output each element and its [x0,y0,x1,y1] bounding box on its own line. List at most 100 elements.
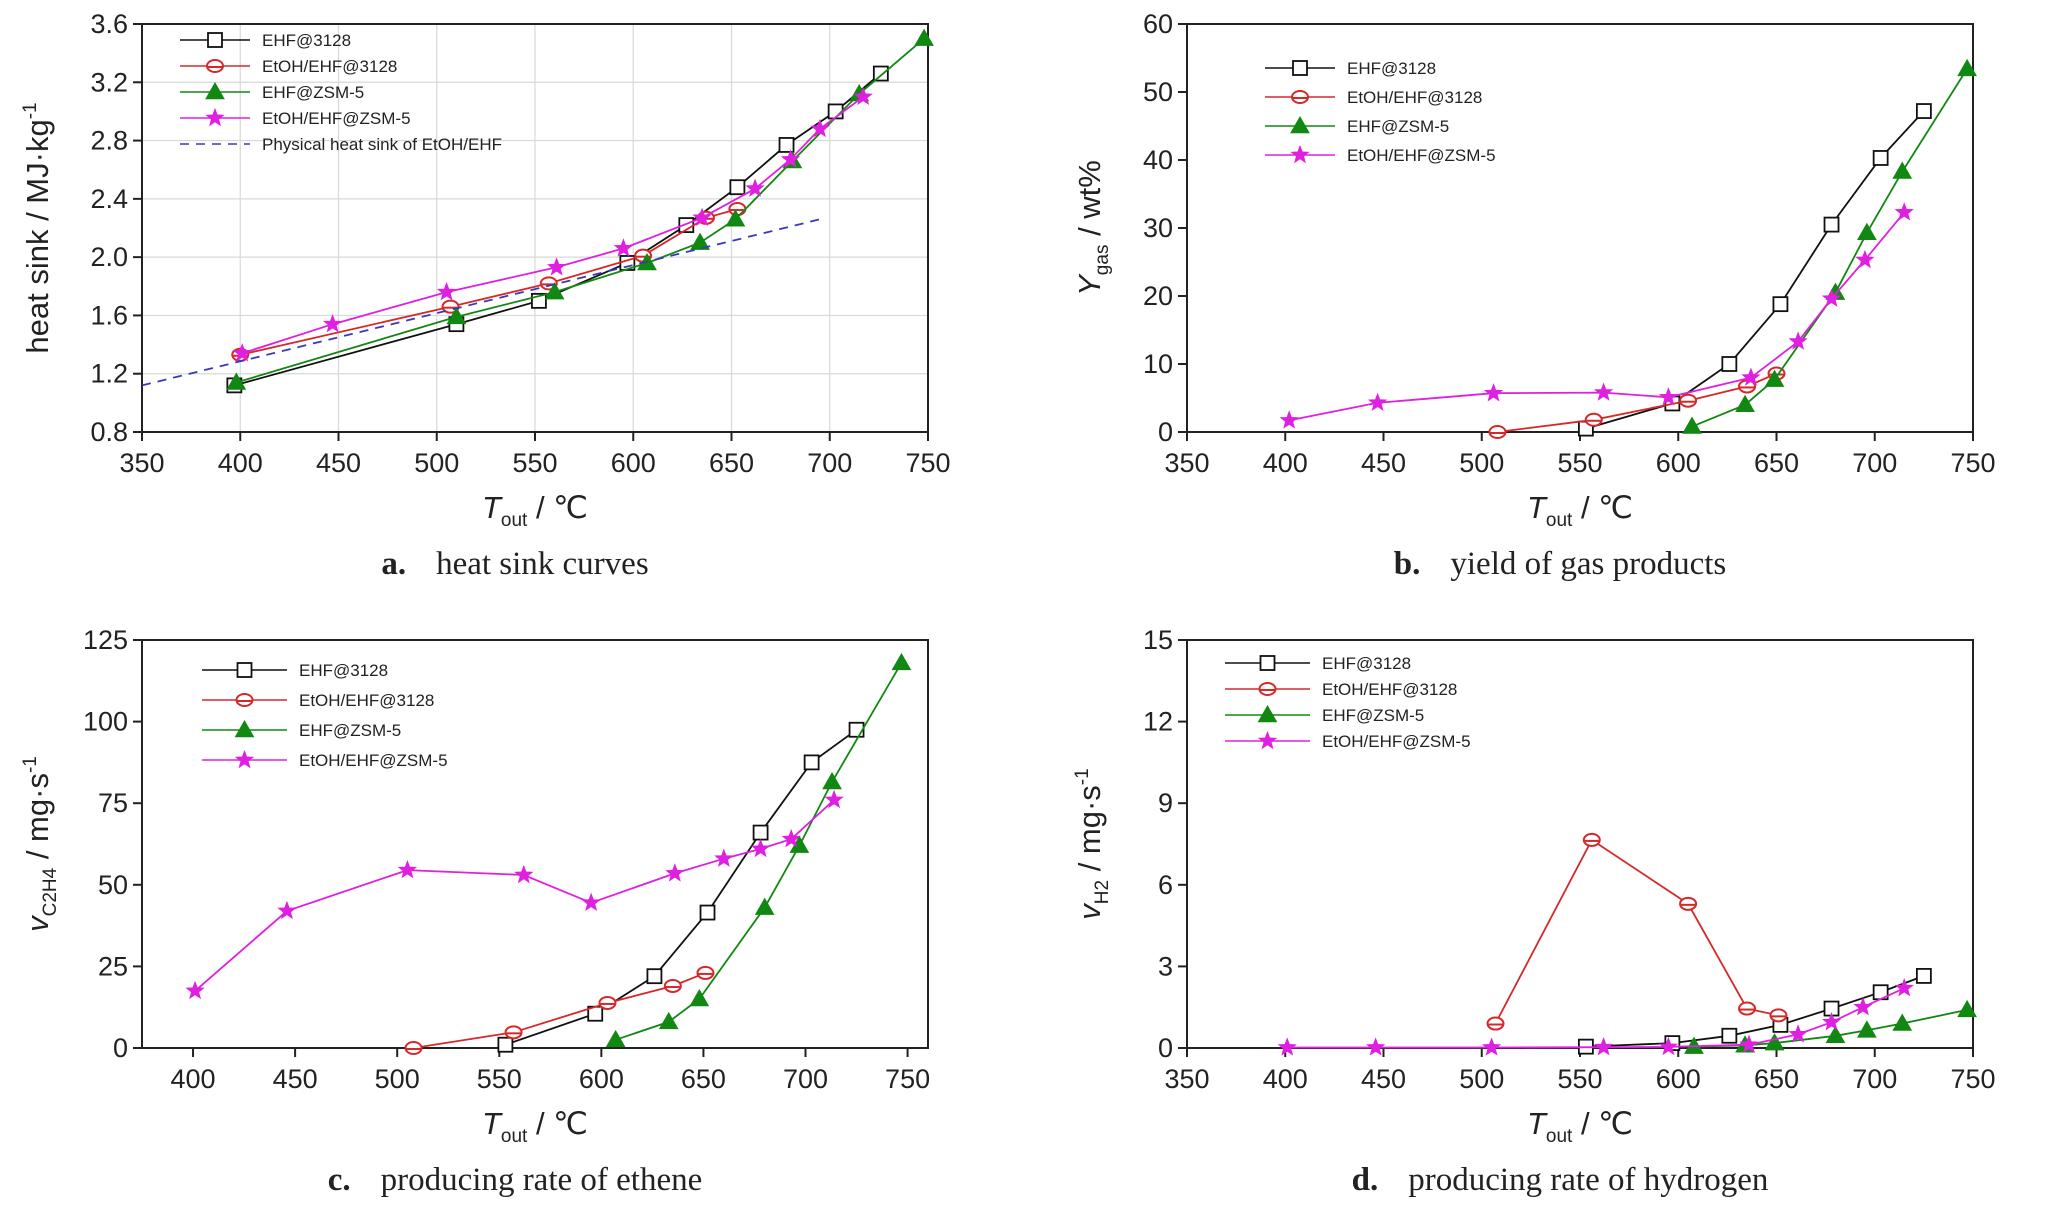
data-point-triangle [1735,394,1755,413]
legend-marker-triangle [1257,704,1278,723]
legend-label: EHF@3128 [1322,654,1411,673]
legend-entry: EtOH/EHF@3128 [180,57,397,76]
legend-label: EtOH/EHF@3128 [262,57,397,76]
x-tick-label: 450 [273,1064,318,1094]
legend-marker-star [234,749,255,769]
x-tick-label: 450 [1361,1064,1406,1094]
legend-entry: EHF@3128 [180,31,351,50]
data-point-star [750,838,771,858]
data-point-star [1894,202,1914,221]
x-tick-label: 400 [171,1064,216,1094]
data-point-square [752,824,769,841]
legend-label: EHF@3128 [299,661,388,680]
x-tick-label: 550 [512,448,557,478]
data-point-triangle [914,28,934,46]
legend-marker-square [207,32,223,48]
data-point-star [581,892,601,911]
data-point-star [232,343,252,362]
x-tick-label: 750 [905,448,950,478]
data-point-star [1855,249,1875,269]
y-tick-label: 20 [1143,281,1173,311]
data-point-triangle [1892,161,1913,179]
y-tick-label: 3.2 [90,67,128,97]
data-point-star [1853,997,1873,1016]
x-axis-label: Tout / ℃ [1527,490,1633,531]
data-point-star [810,118,830,138]
data-point-triangle [1957,58,1977,77]
legend-marker-triangle [234,719,255,738]
data-point-square [803,754,820,771]
data-point-star [1739,1034,1759,1053]
data-point-star [1279,410,1299,429]
x-tick-label: 700 [1852,448,1897,478]
data-point-triangle [1857,222,1877,241]
x-tick-label: 700 [1852,1064,1897,1094]
chart-d: 350 400 450 500 550 600 650 700 750 0 3 6 9 12 15 Tout … [1072,625,1996,1198]
x-tick-label: 600 [579,1064,624,1094]
x-tick-label: 550 [477,1064,522,1094]
legend-label: EtOH/EHF@3128 [299,691,434,710]
data-point-star [1593,1037,1614,1056]
legend-label: EtOH/EHF@3128 [1322,680,1457,699]
data-point-star [397,859,418,879]
data-point-star [781,828,801,848]
legend-entry: EtOH/EHF@ZSM-5 [1225,730,1471,751]
series-line [1289,211,1905,422]
x-tick-label: 550 [1557,1064,1602,1094]
x-tick-label: 650 [1754,1064,1799,1094]
data-point-star [514,864,534,884]
series-etoh-ehf-3128 [1486,832,1788,1031]
x-tick-label: 650 [681,1064,726,1094]
data-point-star [1741,367,1761,386]
y-tick-label: 50 [1143,77,1173,107]
series-line [413,972,706,1049]
y-axis-label: vC2H4 / mg·s-1 [20,756,61,932]
data-point-square [1872,150,1889,166]
legend-label: Physical heat sink of EtOH/EHF [262,135,502,154]
y-tick-label: 12 [1143,707,1173,737]
series-etoh-ehf-zsm-5 [232,86,873,362]
legend-entry: EHF@ZSM-5 [180,81,364,102]
legend-entry: EHF@ZSM-5 [1225,704,1424,725]
legend-entry: EHF@3128 [1265,59,1436,78]
legend-label: EtOH/EHF@ZSM-5 [1322,732,1471,751]
chart-a: 350 400 450 500 550 600 650 700 750 0.8 1.2 1.6 2.0 2… [20,9,951,582]
series-etoh-ehf-3128 [404,965,715,1055]
x-tick-label: 350 [119,448,164,478]
y-tick-label: 60 [1143,9,1173,39]
legend-label: EHF@3128 [1347,59,1436,78]
x-tick-label: 350 [1164,448,1209,478]
x-tick-label: 500 [414,448,459,478]
data-point-triangle [891,652,912,671]
legend-label: EtOH/EHF@ZSM-5 [299,751,448,770]
x-axis-label: Tout / ℃ [482,490,588,531]
chart-caption: c. producing rate of ethene [328,1162,703,1198]
x-tick-label: 650 [709,448,754,478]
legend-entry: EHF@ZSM-5 [1265,115,1449,136]
x-axis-label: Tout / ℃ [482,1106,588,1147]
y-tick-label: 2.8 [90,126,128,156]
x-tick-label: 750 [885,1064,930,1094]
series-line [241,96,864,355]
data-point-triangle [658,1011,679,1030]
series-line [1494,838,1779,1024]
y-axis-label: heat sink / MJ·kg-1 [20,102,55,353]
data-point-star [1821,288,1842,307]
legend-marker-triangle [205,81,225,100]
x-tick-label: 750 [1950,448,1995,478]
data-point-star [692,207,712,226]
x-tick-label: 450 [316,448,361,478]
data-point-star [1277,1037,1297,1056]
x-tick-label: 600 [611,448,656,478]
data-point-star [1821,1012,1842,1031]
data-point-triangle [544,282,565,300]
data-point-star [1788,1024,1808,1043]
data-point-triangle [689,989,710,1007]
data-point-star [665,863,685,882]
x-tick-label: 500 [1459,448,1504,478]
data-point-triangle [226,372,247,390]
legend-label: EHF@ZSM-5 [262,83,364,102]
y-tick-label: 3.6 [90,9,128,39]
y-tick-label: 1.6 [90,300,128,330]
